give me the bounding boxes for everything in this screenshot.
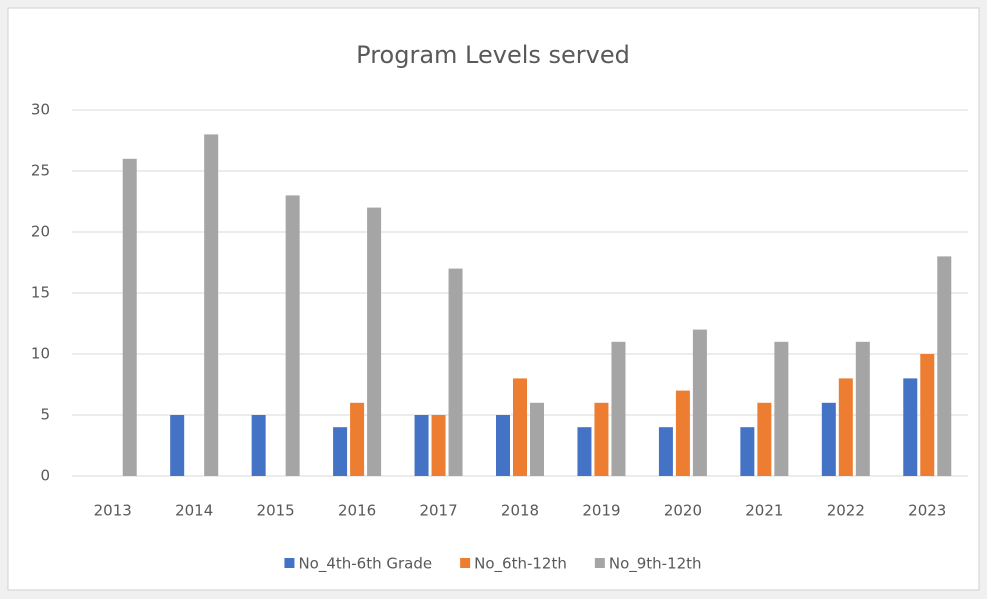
bar (367, 207, 382, 476)
y-tick-label: 10 (31, 345, 50, 363)
x-tick-label: 2022 (827, 502, 865, 520)
legend-label: No_6th-12th (474, 555, 567, 574)
bar (855, 341, 870, 476)
y-tick-label: 25 (31, 162, 50, 180)
legend-swatch (460, 558, 471, 568)
bar (513, 378, 527, 476)
bar (414, 415, 429, 476)
x-tick-label: 2017 (419, 502, 457, 520)
bar (774, 341, 789, 476)
x-tick-label: 2019 (582, 502, 620, 520)
x-tick-label: 2014 (175, 502, 213, 520)
bar (692, 329, 707, 476)
y-tick-label: 20 (31, 223, 50, 241)
x-tick-label: 2013 (94, 502, 132, 520)
x-tick-label: 2020 (664, 502, 702, 520)
x-tick-label: 2021 (745, 502, 783, 520)
x-tick-label: 2016 (338, 502, 376, 520)
bar (170, 415, 185, 476)
bar (658, 427, 673, 476)
y-tick-label: 30 (31, 101, 50, 119)
y-tick-label: 0 (40, 467, 50, 485)
bar (740, 427, 755, 476)
x-tick-label: 2015 (257, 502, 295, 520)
x-tick-label: 2018 (501, 502, 539, 520)
bar (594, 402, 609, 476)
legend-swatch (594, 558, 605, 568)
bar (285, 195, 300, 476)
bar (530, 402, 544, 476)
chart-area (7, 7, 980, 591)
legend-label: No_4th-6th Grade (298, 555, 432, 574)
bar (251, 415, 266, 476)
bar (333, 427, 348, 476)
bar (675, 390, 690, 476)
bar (122, 158, 137, 477)
bar (204, 134, 219, 476)
bar (838, 378, 853, 476)
legend-label: No_9th-12th (609, 555, 702, 574)
chart-title: Program Levels served (356, 41, 630, 69)
legend-swatch (284, 558, 295, 568)
bar (937, 256, 952, 476)
bar (903, 378, 918, 476)
bar (350, 402, 365, 476)
bar (448, 268, 463, 476)
y-tick-label: 5 (40, 406, 50, 424)
bar (577, 427, 592, 476)
bar (496, 415, 510, 476)
x-tick-label: 2023 (908, 502, 946, 520)
y-tick-label: 15 (31, 284, 50, 302)
bar (821, 402, 836, 476)
bar (611, 341, 626, 476)
bar (920, 354, 935, 476)
bar (431, 415, 446, 476)
bar (757, 402, 772, 476)
